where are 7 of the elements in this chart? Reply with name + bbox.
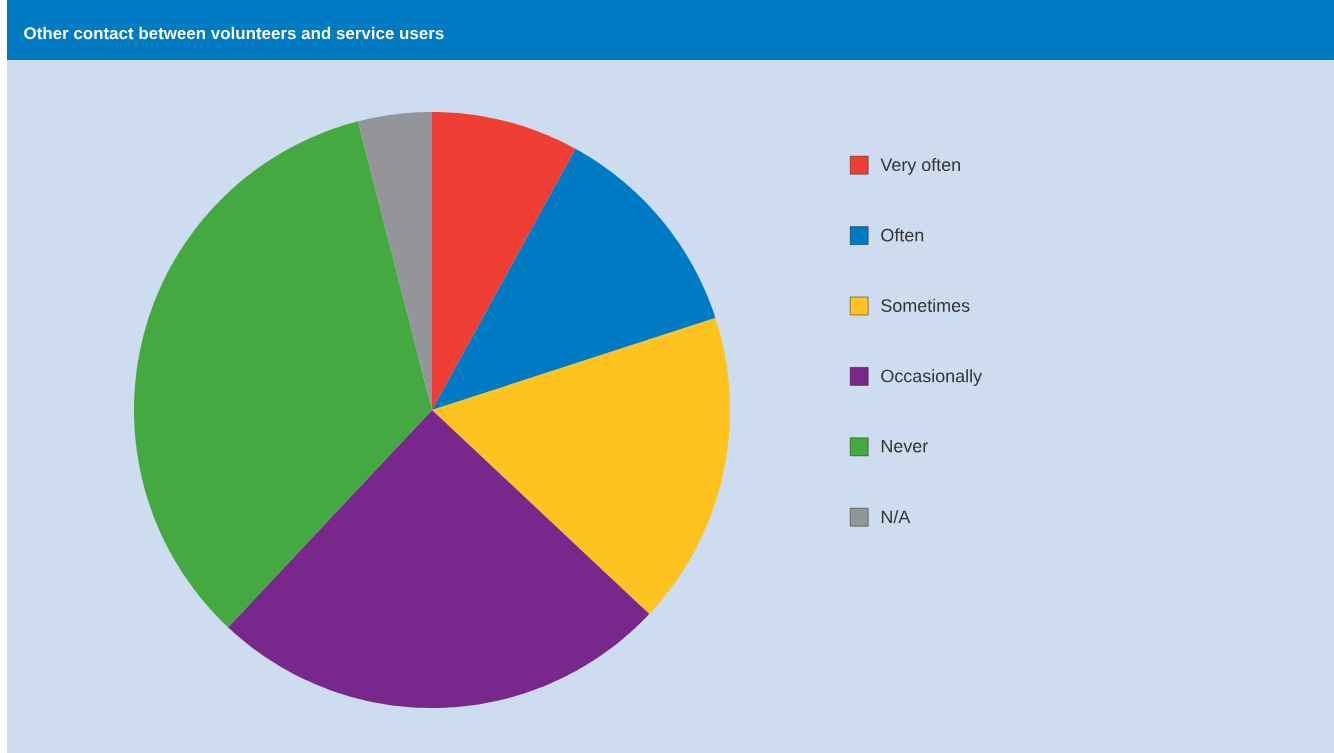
legend-label: Very often xyxy=(880,157,960,175)
legend-label: Sometimes xyxy=(881,298,970,312)
legend-label: Often xyxy=(881,228,924,242)
legend-label: N/A xyxy=(881,509,911,524)
legend-label: Occasionally xyxy=(881,369,983,386)
chart-title: Other contact between volunteers and service users xyxy=(24,26,444,40)
legend-label: Never xyxy=(881,439,928,453)
